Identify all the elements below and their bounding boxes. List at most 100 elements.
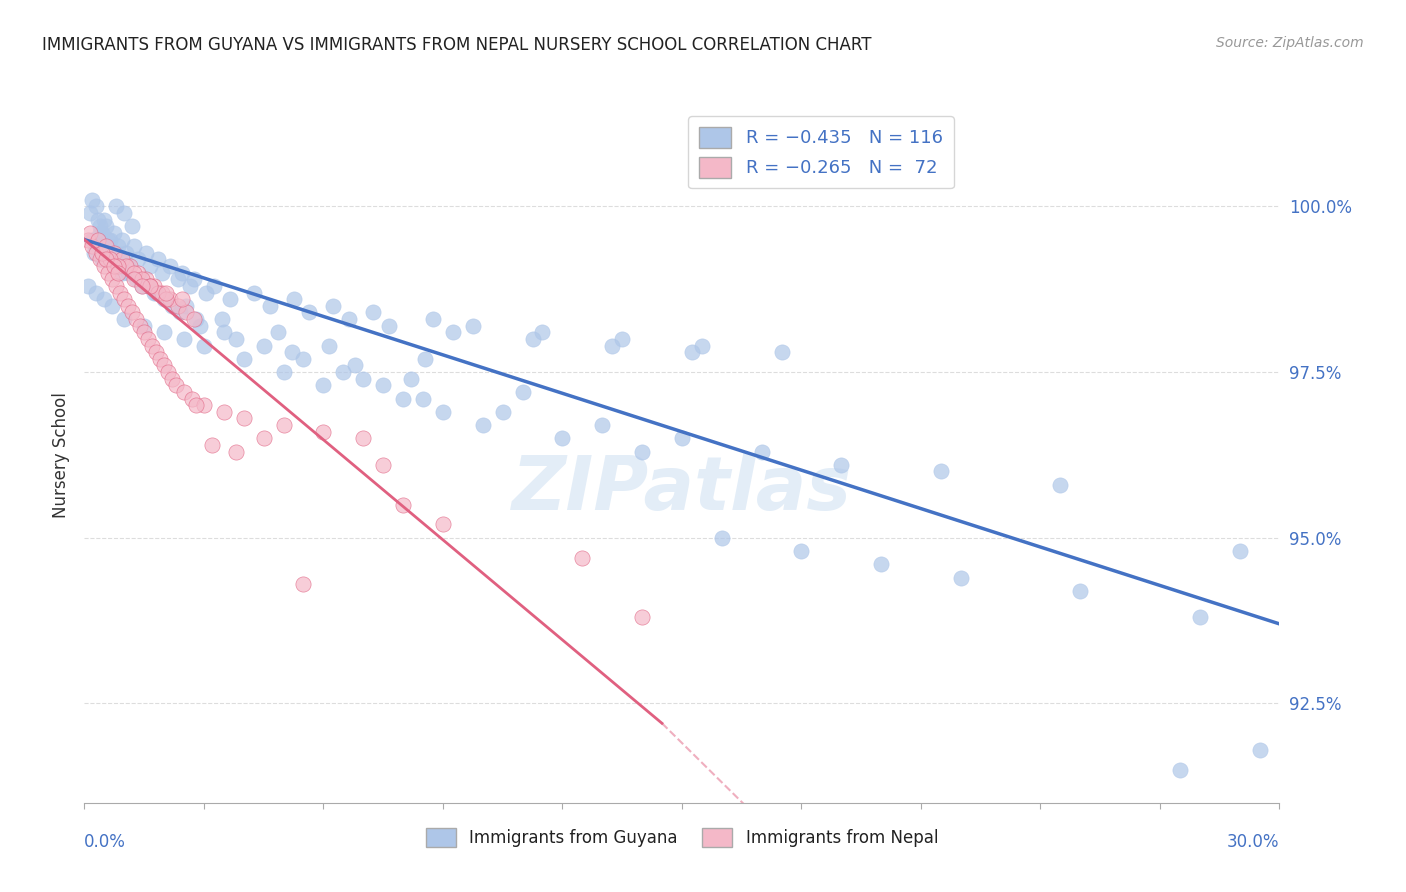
Point [170,292,193,306]
Point [181,392,204,406]
Point [298,305,321,319]
Point [150,266,173,280]
Point [266,326,288,340]
Point [115,245,138,260]
Point [86,199,108,213]
Point [112,292,135,306]
Point [183,312,205,326]
Point [312,378,335,392]
Point [373,458,395,472]
Point [101,245,124,260]
Point [111,266,134,280]
Point [79,206,101,220]
Point [159,292,181,306]
Point [461,318,484,333]
Point [183,272,205,286]
Point [631,610,654,624]
Point [96,252,118,267]
Point [157,365,180,379]
Point [870,558,893,572]
Point [111,252,134,267]
Point [149,351,172,366]
Point [318,338,340,352]
Point [159,259,181,273]
Point [121,219,143,234]
Point [929,465,952,479]
Text: 0.0%: 0.0% [84,833,127,851]
Point [283,292,305,306]
Point [160,299,183,313]
Point [82,239,104,253]
Point [98,233,121,247]
Point [115,259,138,273]
Point [612,332,634,346]
Point [1069,583,1091,598]
Point [122,272,145,286]
Point [184,312,207,326]
Point [125,312,148,326]
Point [188,318,211,333]
Point [145,345,167,359]
Point [770,345,793,359]
Point [103,259,125,273]
Point [471,418,494,433]
Point [139,279,162,293]
Point [422,312,444,326]
Point [232,351,254,366]
Point [591,418,613,433]
Point [432,517,454,532]
Point [89,226,111,240]
Point [259,299,281,313]
Point [292,351,315,366]
Point [332,365,354,379]
Point [132,318,156,333]
Point [1168,763,1191,777]
Point [83,245,105,260]
Point [105,245,128,260]
Point [170,266,193,280]
Point [93,292,115,306]
Point [87,212,110,227]
Point [86,245,108,260]
Point [107,266,129,280]
Point [212,405,235,419]
Point [101,272,124,286]
Point [91,245,114,260]
Point [211,312,233,326]
Point [97,233,120,247]
Point [79,226,101,240]
Point [412,392,434,406]
Point [117,299,139,313]
Point [105,279,128,293]
Point [1188,610,1211,624]
Point [121,305,143,319]
Point [830,458,852,472]
Point [273,365,295,379]
Point [125,272,148,286]
Point [139,259,162,273]
Point [392,498,415,512]
Point [671,431,693,445]
Point [107,239,129,253]
Point [101,299,124,313]
Point [77,279,100,293]
Point [344,359,367,373]
Point [441,326,464,340]
Point [312,425,335,439]
Point [110,252,132,267]
Y-axis label: Nursery School: Nursery School [52,392,70,518]
Point [184,398,207,412]
Point [179,279,201,293]
Point [127,266,149,280]
Point [131,279,153,293]
Point [352,372,374,386]
Point [146,252,169,267]
Point [146,285,169,300]
Point [89,252,111,267]
Point [531,326,554,340]
Point [373,378,395,392]
Point [169,305,191,319]
Point [492,405,515,419]
Point [392,392,415,406]
Point [111,233,134,247]
